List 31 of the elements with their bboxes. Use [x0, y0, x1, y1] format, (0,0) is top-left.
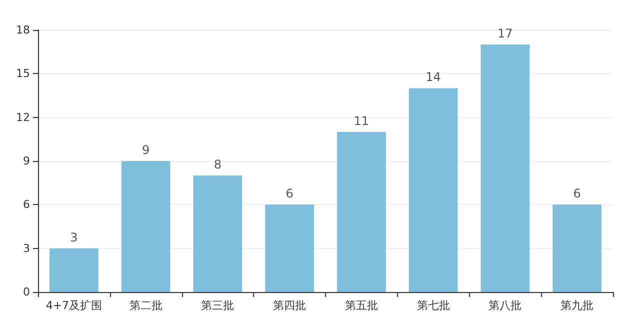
data-label: 8	[214, 158, 222, 172]
x-tick-label: 第二批	[129, 299, 162, 312]
data-label: 17	[498, 26, 513, 41]
data-label: 6	[286, 186, 294, 201]
bar	[408, 88, 458, 292]
data-label: 3	[70, 230, 78, 244]
bar	[337, 132, 386, 292]
x-tick-label: 第八批	[488, 299, 522, 312]
data-label: 14	[426, 70, 441, 84]
y-tick-label: 15	[16, 67, 30, 80]
data-label: 6	[573, 186, 581, 201]
y-tick-label: 18	[16, 24, 30, 36]
bar	[265, 204, 314, 292]
y-tick-label: 12	[16, 110, 30, 124]
bar	[121, 161, 170, 292]
x-tick-label: 4+7及扩围	[46, 299, 102, 312]
bar	[50, 248, 98, 292]
x-tick-label: 第四批	[273, 299, 306, 312]
bar	[552, 204, 602, 292]
x-tick-label: 第五批	[344, 299, 378, 312]
x-tick-label: 第七批	[416, 299, 450, 312]
x-tick-label: 第九批	[560, 299, 594, 312]
data-label: 11	[354, 114, 370, 128]
x-tick-label: 第三批	[201, 299, 234, 312]
y-tick-label: 9	[23, 154, 30, 168]
bar	[193, 176, 242, 292]
y-tick-label: 0	[23, 286, 30, 298]
y-tick-label: 3	[23, 242, 30, 255]
bar	[480, 44, 530, 292]
y-tick-label: 6	[23, 198, 30, 212]
data-label: 9	[142, 143, 150, 157]
